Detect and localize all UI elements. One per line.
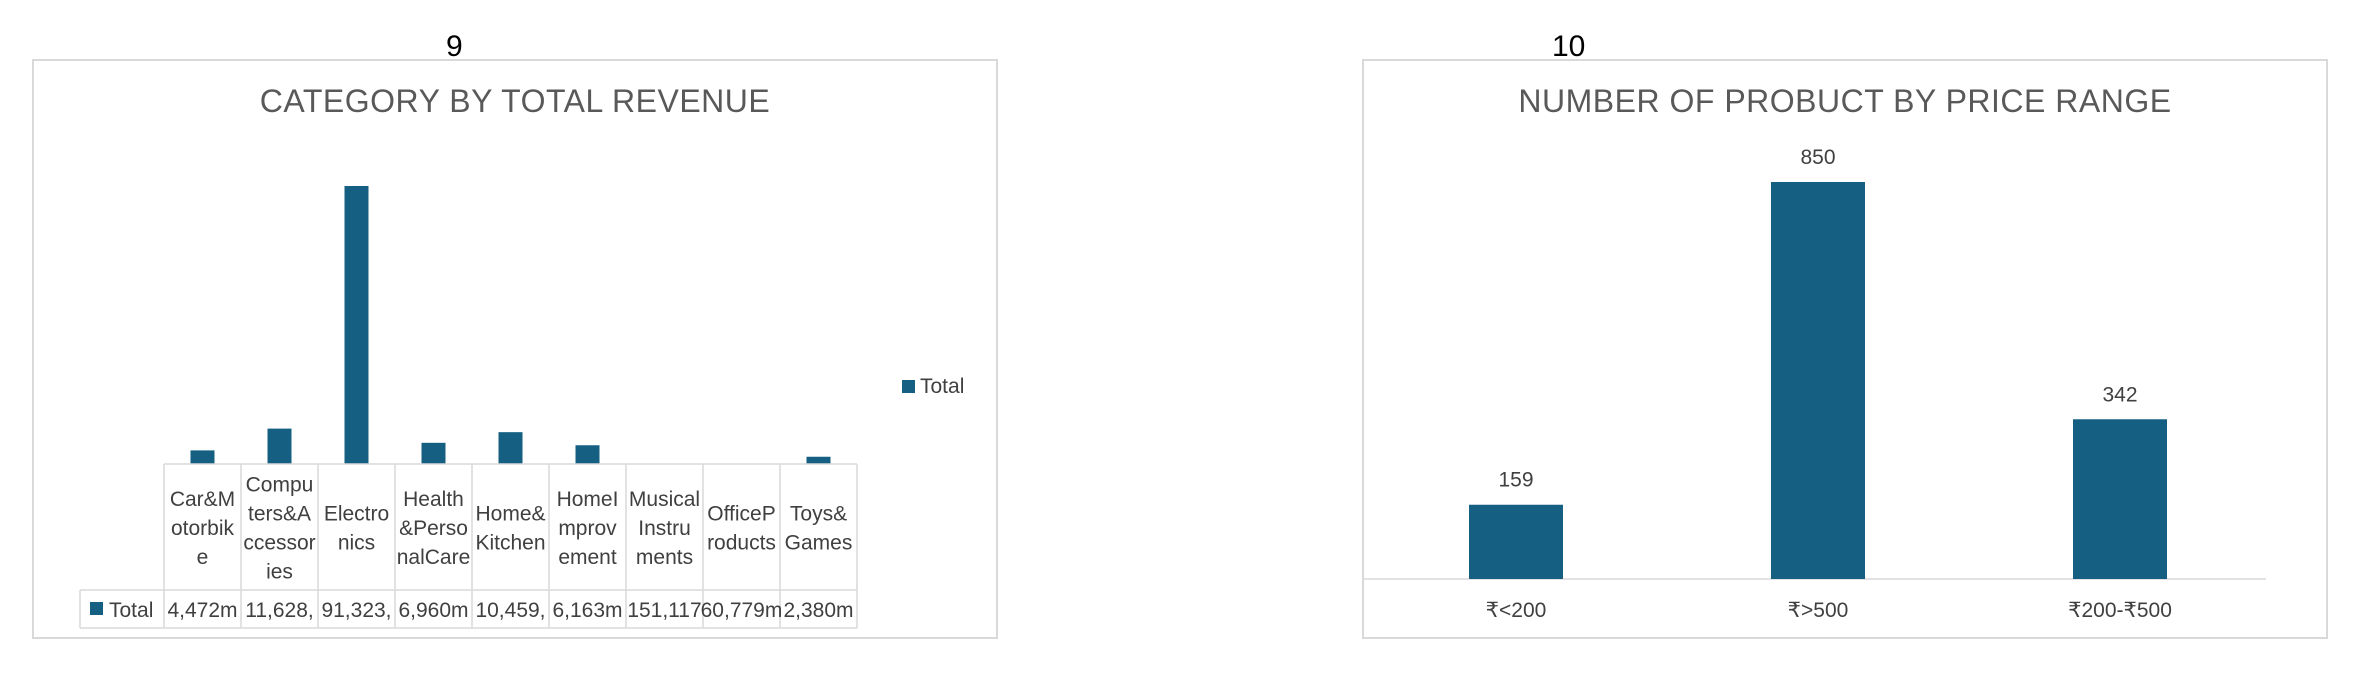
category-label-line: ies <box>266 561 293 584</box>
table-value: 2,380m <box>783 599 853 622</box>
category-label-line: roducts <box>707 532 776 555</box>
table-value: 10,459, <box>475 599 545 622</box>
page-number-right: 10 <box>1552 30 1586 63</box>
category-label-line: Toys& <box>790 503 847 526</box>
category-label: Health &Perso nalCare <box>397 488 471 569</box>
legend-key <box>902 380 915 393</box>
table-legend-key <box>90 602 103 615</box>
category-label-line: nics <box>338 532 375 555</box>
data-label: 342 <box>2102 383 2137 406</box>
category-label-line: otorbik <box>171 517 235 540</box>
category-label: OfficeP roducts <box>707 503 776 555</box>
bar-computers-accessories <box>267 428 292 464</box>
category-label-line: e <box>197 546 209 569</box>
data-table-grid <box>79 463 858 629</box>
price-range-chart-plot: 159 ₹<200 850 ₹>500 342 ₹200-₹500 <box>1364 146 2266 622</box>
chart-title: CATEGORY BY TOTAL REVENUE <box>259 83 771 119</box>
category-label: Toys& Games <box>785 503 853 555</box>
data-label: 850 <box>1800 146 1835 169</box>
category-label-line: ments <box>636 546 693 569</box>
category-label: ₹>500 <box>1788 599 1849 622</box>
category-label-line: OfficeP <box>707 503 775 526</box>
category-label-line: ement <box>558 546 617 569</box>
category-label: Home& Kitchen <box>475 503 545 555</box>
table-value: 4,472m <box>167 599 237 622</box>
category-label-line: ters&A <box>248 503 311 526</box>
category-label-line: Home& <box>475 503 545 526</box>
bar-electronics <box>344 186 369 464</box>
data-label: 159 <box>1498 469 1533 492</box>
table-series-name: Total <box>109 599 153 622</box>
category-label: HomeI mprov ement <box>557 488 619 569</box>
category-label-line: ccessor <box>243 532 315 555</box>
bar-health-personalcare <box>421 442 446 464</box>
table-value: 151,117 <box>627 599 701 622</box>
category-label: Electro nics <box>324 503 389 555</box>
revenue-chart-plot: Car&M otorbik e Compu ters&A ccessor ies Electr… <box>79 186 964 629</box>
page-number-left: 9 <box>446 30 463 63</box>
price-range-chart: NUMBER OF PROBUCT BY PRICE RANGE 159 ₹<20… <box>1362 59 2328 639</box>
table-value: 91,323, <box>321 599 391 622</box>
category-label-line: nalCare <box>397 546 471 569</box>
revenue-chart: CATEGORY BY TOTAL REVENUE Car&M otorbik e C… <box>32 59 998 639</box>
category-label-line: HomeI <box>557 488 619 511</box>
category-label: Car&M otorbik e <box>170 488 235 569</box>
bar-price-range <box>1469 504 1563 579</box>
table-value: 6,163m <box>552 599 622 622</box>
category-label: ₹200-₹500 <box>2068 599 2172 622</box>
category-label-line: Games <box>785 532 853 555</box>
category-label-line: Kitchen <box>475 532 545 555</box>
table-value: 11,628, <box>245 599 314 622</box>
category-label: ₹<200 <box>1486 599 1547 622</box>
chart-title: NUMBER OF PROBUCT BY PRICE RANGE <box>1518 83 2172 119</box>
bar-toys-games <box>806 456 831 464</box>
category-label-line: &Perso <box>399 517 468 540</box>
bar-car-motorbike <box>190 450 215 464</box>
category-label-line: Instru <box>638 517 691 540</box>
category-label: Compu ters&A ccessor ies <box>243 474 315 584</box>
category-label-line: Electro <box>324 503 389 526</box>
category-label-line: Musical <box>629 488 700 511</box>
category-label-line: Car&M <box>170 488 235 511</box>
category-label: Musical Instru ments <box>629 488 700 569</box>
table-value: 60,779m <box>701 599 783 622</box>
table-value: 6,960m <box>398 599 468 622</box>
bar-price-range <box>2073 419 2167 579</box>
bar-homeimprovement <box>575 445 600 464</box>
category-label-line: Compu <box>246 474 314 497</box>
bar-home-kitchen <box>498 432 523 464</box>
legend-label: Total <box>920 375 964 398</box>
category-label-line: mprov <box>558 517 617 540</box>
category-label-line: Health <box>403 488 464 511</box>
bar-price-range <box>1771 182 1865 579</box>
